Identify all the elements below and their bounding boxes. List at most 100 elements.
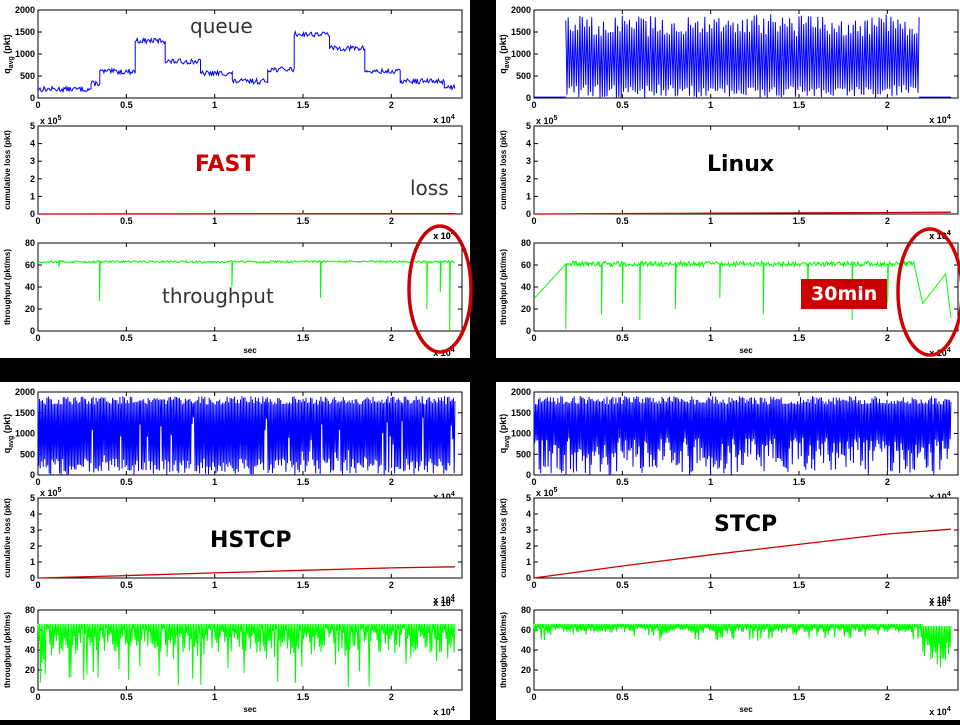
hstcp-loss-ytick-label: 2: [30, 541, 35, 551]
fast-queue-ytick-label: 1000: [15, 49, 35, 59]
stcp-queue-x-exponent-sup: 4: [947, 491, 951, 498]
hstcp-loss-xtick-label: 0: [35, 580, 40, 590]
stcp-loss-exponent: x 105: [536, 487, 558, 498]
linux-loss-ylabel: cumulative loss (pkt): [499, 130, 508, 210]
fast-throughput-top-exponent: x 104: [433, 230, 455, 241]
linux-loss-exponent: x 105: [536, 115, 558, 126]
linux-loss-ytick-label: 1: [526, 191, 531, 201]
fast-queue-ylabel: qavg (pkt): [2, 34, 15, 74]
hstcp-throughput-xtick-label: 0.5: [120, 692, 133, 702]
linux-throughput-top-exponent-sup: 4: [947, 230, 951, 237]
fast-loss-exponent: x 105: [40, 115, 62, 126]
stcp-throughput-x-exponent: x 104: [929, 706, 951, 717]
fast-throughput-ytick-label: 0: [30, 326, 35, 336]
linux-loss-xtick-label: 0: [531, 216, 536, 226]
fast-queue-xtick-label: 1: [212, 100, 217, 110]
fast-loss-ytick-label: 3: [30, 156, 35, 166]
hstcp-throughput-xtick-label: 0: [35, 692, 40, 702]
linux-throughput-x-exponent: x 104: [929, 347, 951, 358]
stcp-loss-ylabel: cumulative loss (pkt): [499, 498, 508, 578]
fast-throughput-ytick-label: 60: [25, 260, 35, 270]
stcp-queue-ytick-label: 0: [526, 470, 531, 480]
fast-queue-xtick-label: 2: [389, 100, 394, 110]
stcp-throughput-xtick-label: 0: [531, 692, 536, 702]
linux-throughput-ytick-label: 0: [526, 326, 531, 336]
fast-queue-ytick-label: 1500: [15, 27, 35, 37]
linux-throughput-ytick-label: 20: [521, 304, 531, 314]
hstcp-queue-xtick-label: 1: [212, 477, 217, 487]
fast-loss-ytick-label: 4: [30, 139, 35, 149]
linux-queue-ytick-label: 500: [516, 71, 531, 81]
fast-loss-ytick-label: 5: [30, 121, 35, 131]
hstcp-throughput-xtick-label: 1: [212, 692, 217, 702]
fast-loss-xtick-label: 2: [389, 216, 394, 226]
hstcp-queue-xtick-label: 0: [35, 477, 40, 487]
linux-loss-ytick-label: 0: [526, 209, 531, 219]
stcp-throughput-ytick-label: 20: [521, 665, 531, 675]
stcp-throughput-xtick-label: 1.5: [793, 692, 806, 702]
linux-queue-xtick-label: 1.5: [793, 100, 806, 110]
fast-throughput-ytick-label: 40: [25, 282, 35, 292]
fast-throughput-xlabel: sec: [243, 346, 257, 355]
linux-queue-xtick-label: 0: [531, 100, 536, 110]
linux-queue-x-exponent-sup: 4: [947, 114, 951, 121]
hstcp-throughput-xlabel: sec: [243, 705, 257, 714]
label-fast: FAST: [195, 152, 255, 177]
hstcp-loss-ytick-label: 1: [30, 557, 35, 567]
hstcp-queue-ytick-label: 2000: [15, 387, 35, 397]
fast-loss-ytick-label: 0: [30, 209, 35, 219]
linux-queue-ylabel-rest: (pkt): [498, 34, 508, 56]
hstcp-loss-exponent-sup: 5: [58, 487, 62, 494]
label-hstcp: HSTCP: [210, 528, 292, 553]
hstcp-throughput-ylabel: throughput (pkt/ms): [3, 612, 12, 688]
fast-queue-xtick-label: 0: [35, 100, 40, 110]
stcp-throughput-ytick-label: 60: [521, 625, 531, 635]
stcp-throughput-ylabel: throughput (pkt/ms): [499, 612, 508, 688]
hstcp-loss-ytick-label: 4: [30, 509, 35, 519]
hstcp-loss-xtick-label: 0.5: [120, 580, 133, 590]
linux-queue-xtick-label: 2: [885, 100, 890, 110]
stcp-queue-xtick-label: 1.5: [793, 477, 806, 487]
hstcp-throughput-x-exponent-sup: 4: [451, 706, 455, 713]
stcp-loss-xtick-label: 1: [708, 580, 713, 590]
hstcp-loss-exponent: x 105: [40, 487, 62, 498]
fast-loss-ylabel: cumulative loss (pkt): [3, 130, 12, 210]
stcp-loss-ytick-label: 2: [526, 541, 531, 551]
fast-loss-ytick-label: 1: [30, 191, 35, 201]
stcp-loss-frame: [534, 498, 958, 578]
fast-queue-x-exponent-sup: 4: [451, 114, 455, 121]
hstcp-queue-xtick-label: 0.5: [120, 477, 133, 487]
stcp-queue-ytick-label: 1500: [511, 408, 531, 418]
hstcp-throughput-ytick-label: 20: [25, 665, 35, 675]
stcp-queue-ytick-label: 500: [516, 449, 531, 459]
linux-loss-xtick-label: 2: [885, 216, 890, 226]
hstcp-throughput-ytick-label: 80: [25, 605, 35, 615]
hstcp-throughput-xtick-label: 1.5: [297, 692, 310, 702]
stcp-loss-ytick-label: 0: [526, 573, 531, 583]
fast-queue-xtick-label: 0.5: [120, 100, 133, 110]
hstcp-throughput-top-exponent: x 104: [433, 597, 455, 608]
hstcp-loss-ylabel: cumulative loss (pkt): [3, 498, 12, 578]
linux-queue-x-exponent: x 104: [929, 114, 951, 125]
fast-throughput-xtick-label: 0: [35, 333, 40, 343]
hstcp-queue-ylabel-rest: (pkt): [2, 414, 12, 436]
stcp-throughput-top-exponent-sup: 4: [947, 597, 951, 604]
hstcp-queue-xtick-label: 1.5: [297, 477, 310, 487]
linux-throughput-xtick-label: 1: [708, 333, 713, 343]
stcp-loss-ytick-label: 3: [526, 525, 531, 535]
fast-throughput-xtick-label: 1: [212, 333, 217, 343]
fast-loss-xtick-label: 1.5: [297, 216, 310, 226]
badge-30min: 30min: [801, 279, 887, 309]
fast-queue-ytick-label: 2000: [15, 5, 35, 15]
hstcp-loss-xtick-label: 1: [212, 580, 217, 590]
fast-throughput-ytick-label: 80: [25, 238, 35, 248]
fast-queue-ytick-label: 0: [30, 93, 35, 103]
stcp-queue-xtick-label: 0: [531, 477, 536, 487]
annotation-loss: loss: [410, 176, 449, 200]
fast-loss-xtick-label: 1: [212, 216, 217, 226]
hstcp-queue-ytick-label: 1500: [15, 408, 35, 418]
fast-throughput-xtick-label: 1.5: [297, 333, 310, 343]
linux-throughput-ytick-label: 80: [521, 238, 531, 248]
